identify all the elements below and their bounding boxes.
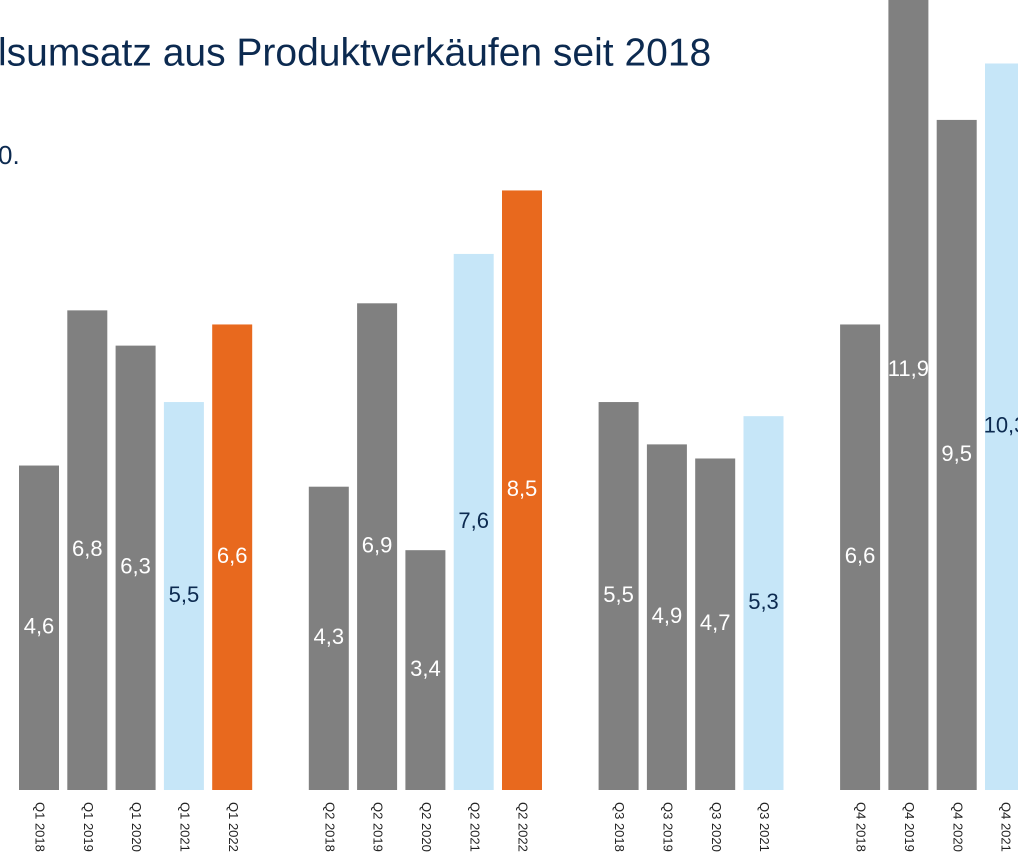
x-tick-label: Q4 2019 xyxy=(902,802,917,852)
bar xyxy=(646,444,687,790)
x-tick-label: Q4 2021 xyxy=(999,802,1014,852)
x-tick-label: Q2 2022 xyxy=(516,802,531,852)
x-tick-label: Q3 2018 xyxy=(612,802,627,852)
bar xyxy=(163,402,204,790)
bar xyxy=(405,550,446,790)
value-label: 9,5 xyxy=(941,441,972,466)
value-label: 4,3 xyxy=(314,624,345,649)
bar xyxy=(840,324,881,790)
value-label: 8,5 xyxy=(507,476,538,501)
x-tick-label: Q2 2021 xyxy=(467,802,482,852)
value-label: 7,6 xyxy=(458,508,489,533)
x-tick-label: Q3 2021 xyxy=(757,802,772,852)
value-label: 5,5 xyxy=(169,582,200,607)
bar xyxy=(502,190,542,791)
x-tick-label: Q3 2020 xyxy=(709,802,724,852)
x-tick-label: Q3 2019 xyxy=(660,802,675,852)
value-label: 4,7 xyxy=(700,610,731,635)
bar xyxy=(695,458,736,790)
bar xyxy=(19,465,59,790)
value-label: 6,3 xyxy=(120,554,151,579)
x-tick-label: Q4 2018 xyxy=(854,802,869,852)
bar xyxy=(357,303,398,790)
value-label: 11,9 xyxy=(888,356,929,381)
bar xyxy=(67,310,108,790)
bar xyxy=(453,253,494,790)
value-label: 6,6 xyxy=(845,543,876,568)
x-tick-label: Q4 2020 xyxy=(950,802,965,852)
bar xyxy=(308,486,349,790)
chart-title: lsumsatz aus Produktverkäufen seit 2018 xyxy=(0,31,711,74)
bar xyxy=(888,0,929,790)
bar xyxy=(212,324,253,790)
x-tick-label: Q1 2018 xyxy=(33,802,48,852)
x-tick-label: Q2 2020 xyxy=(419,802,434,852)
value-label: 5,5 xyxy=(603,582,634,607)
bar xyxy=(936,119,977,791)
x-tick-label: Q1 2020 xyxy=(129,802,144,852)
x-tick-label: Q2 2019 xyxy=(371,802,386,852)
x-tick-label: Q1 2019 xyxy=(81,802,96,852)
x-tick-label: Q1 2022 xyxy=(226,802,241,852)
x-tick-label: Q2 2018 xyxy=(322,802,337,852)
value-label: 6,9 xyxy=(362,532,393,557)
value-label: 3,4 xyxy=(410,656,441,681)
chart-subtitle: 0. xyxy=(0,140,20,170)
bar xyxy=(598,402,639,790)
bar xyxy=(985,63,1018,791)
value-label: 4,6 xyxy=(24,614,55,639)
bar xyxy=(743,416,784,790)
value-label: 10,3 xyxy=(984,413,1018,438)
bar xyxy=(115,345,156,790)
x-tick-label: Q1 2021 xyxy=(177,802,192,852)
value-label: 4,9 xyxy=(652,603,683,628)
value-label: 5,3 xyxy=(748,589,779,614)
value-label: 6,6 xyxy=(217,543,248,568)
value-label: 6,8 xyxy=(72,536,103,561)
